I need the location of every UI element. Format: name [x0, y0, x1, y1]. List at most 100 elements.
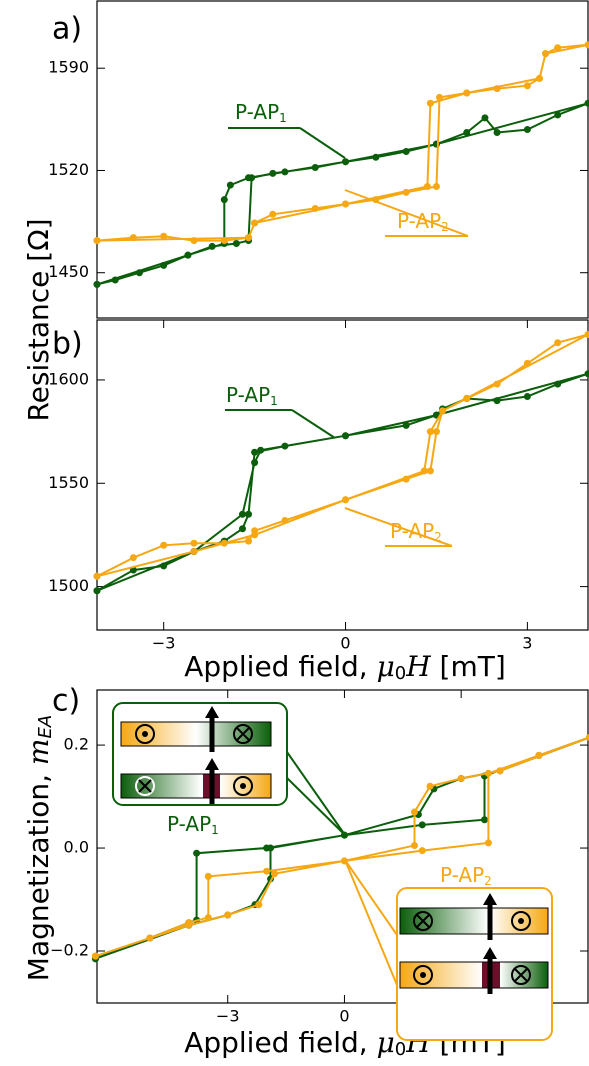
label-text: Applied field, — [184, 650, 376, 683]
panel-label: a) — [52, 12, 82, 47]
label-symbol: μ — [377, 1026, 395, 1059]
data-point — [245, 174, 253, 182]
annotation: P-AP2 — [440, 863, 492, 888]
label-sub: 0 — [395, 1039, 406, 1060]
annotation-text: P-AP — [440, 863, 484, 887]
x-tick-label: −3 — [152, 634, 176, 653]
data-point — [160, 232, 168, 240]
data-point — [432, 428, 440, 436]
plot-frame — [96, 319, 589, 631]
y-tick-label: 1500 — [48, 576, 89, 595]
data-point — [523, 392, 531, 400]
series-line — [96, 102, 589, 286]
x-tick-label: 0 — [339, 1007, 349, 1026]
label-symbol: m — [22, 739, 55, 766]
data-point — [251, 448, 259, 456]
data-point — [311, 204, 319, 212]
data-point — [584, 330, 589, 338]
annotation-text: P-AP — [167, 812, 211, 836]
annotation: P-AP1 — [235, 100, 287, 125]
data-point — [160, 261, 168, 269]
data-point — [584, 370, 589, 378]
data-point — [372, 153, 380, 161]
series-line — [96, 333, 589, 578]
data-point — [190, 539, 198, 547]
data-point — [342, 158, 350, 166]
data-point — [245, 537, 253, 545]
data-point — [93, 237, 101, 245]
data-point — [493, 128, 501, 136]
annotation: P-AP1 — [167, 812, 219, 837]
data-point — [251, 531, 259, 539]
data-point — [245, 234, 253, 242]
data-point — [418, 821, 426, 829]
series-line — [95, 736, 589, 958]
y-tick-label: 1590 — [48, 58, 89, 77]
data-point — [536, 74, 544, 82]
plot-frame — [96, 0, 589, 319]
data-point — [481, 816, 489, 824]
data-point — [463, 89, 471, 97]
data-point — [238, 510, 246, 518]
label-sub: EA — [35, 715, 56, 739]
data-point — [226, 181, 234, 189]
data-point — [439, 407, 447, 415]
data-point — [204, 872, 212, 880]
y-tick-label: 0.2 — [64, 735, 89, 754]
label-symbol: H — [405, 650, 431, 683]
data-point — [257, 446, 265, 454]
data-point — [402, 475, 410, 483]
data-point — [402, 147, 410, 155]
leader-line — [344, 859, 398, 936]
data-point — [269, 169, 277, 177]
data-point — [93, 280, 101, 288]
data-point — [426, 782, 434, 790]
data-point — [160, 541, 168, 549]
y-tick-label: 1600 — [48, 369, 89, 388]
data-point — [251, 459, 259, 467]
annotation-sub: 1 — [211, 823, 219, 837]
label-text: Applied field, — [184, 1026, 376, 1059]
x-tick-label: 0 — [340, 634, 350, 653]
data-point — [190, 547, 198, 555]
data-point — [255, 901, 263, 909]
annotation-text: P-AP — [226, 383, 270, 407]
label-text: Magnetization, — [22, 765, 55, 981]
data-point — [435, 93, 443, 101]
data-point — [160, 562, 168, 570]
data-point — [426, 99, 434, 107]
data-point — [542, 50, 550, 58]
label-sub: 0 — [395, 663, 406, 684]
annotation-sub: 1 — [270, 394, 278, 408]
data-point — [342, 200, 350, 208]
data-point — [269, 210, 277, 218]
data-point — [402, 421, 410, 429]
leader-line — [344, 859, 398, 986]
x-tick-label: −3 — [216, 1007, 240, 1026]
data-point — [184, 251, 192, 259]
data-point — [463, 128, 471, 136]
insets — [112, 702, 553, 1041]
data-point — [554, 339, 562, 347]
annotation-text: P-AP — [235, 100, 279, 124]
data-point — [402, 188, 410, 196]
data-point — [204, 914, 212, 922]
data-point — [146, 934, 154, 942]
domain-bar — [399, 947, 549, 994]
x-tick-label: 3 — [522, 634, 532, 653]
data-point — [220, 196, 228, 204]
data-point — [129, 234, 137, 242]
data-point — [584, 99, 589, 107]
x-axis-label: Applied field, μ0H [mT] — [184, 650, 506, 685]
domain-bar — [120, 706, 272, 752]
data-point — [232, 239, 240, 247]
leader-line — [286, 777, 346, 836]
data-point — [523, 359, 531, 367]
data-point — [245, 510, 253, 518]
data-point — [484, 769, 492, 777]
data-point — [523, 82, 531, 90]
data-point — [238, 525, 246, 533]
